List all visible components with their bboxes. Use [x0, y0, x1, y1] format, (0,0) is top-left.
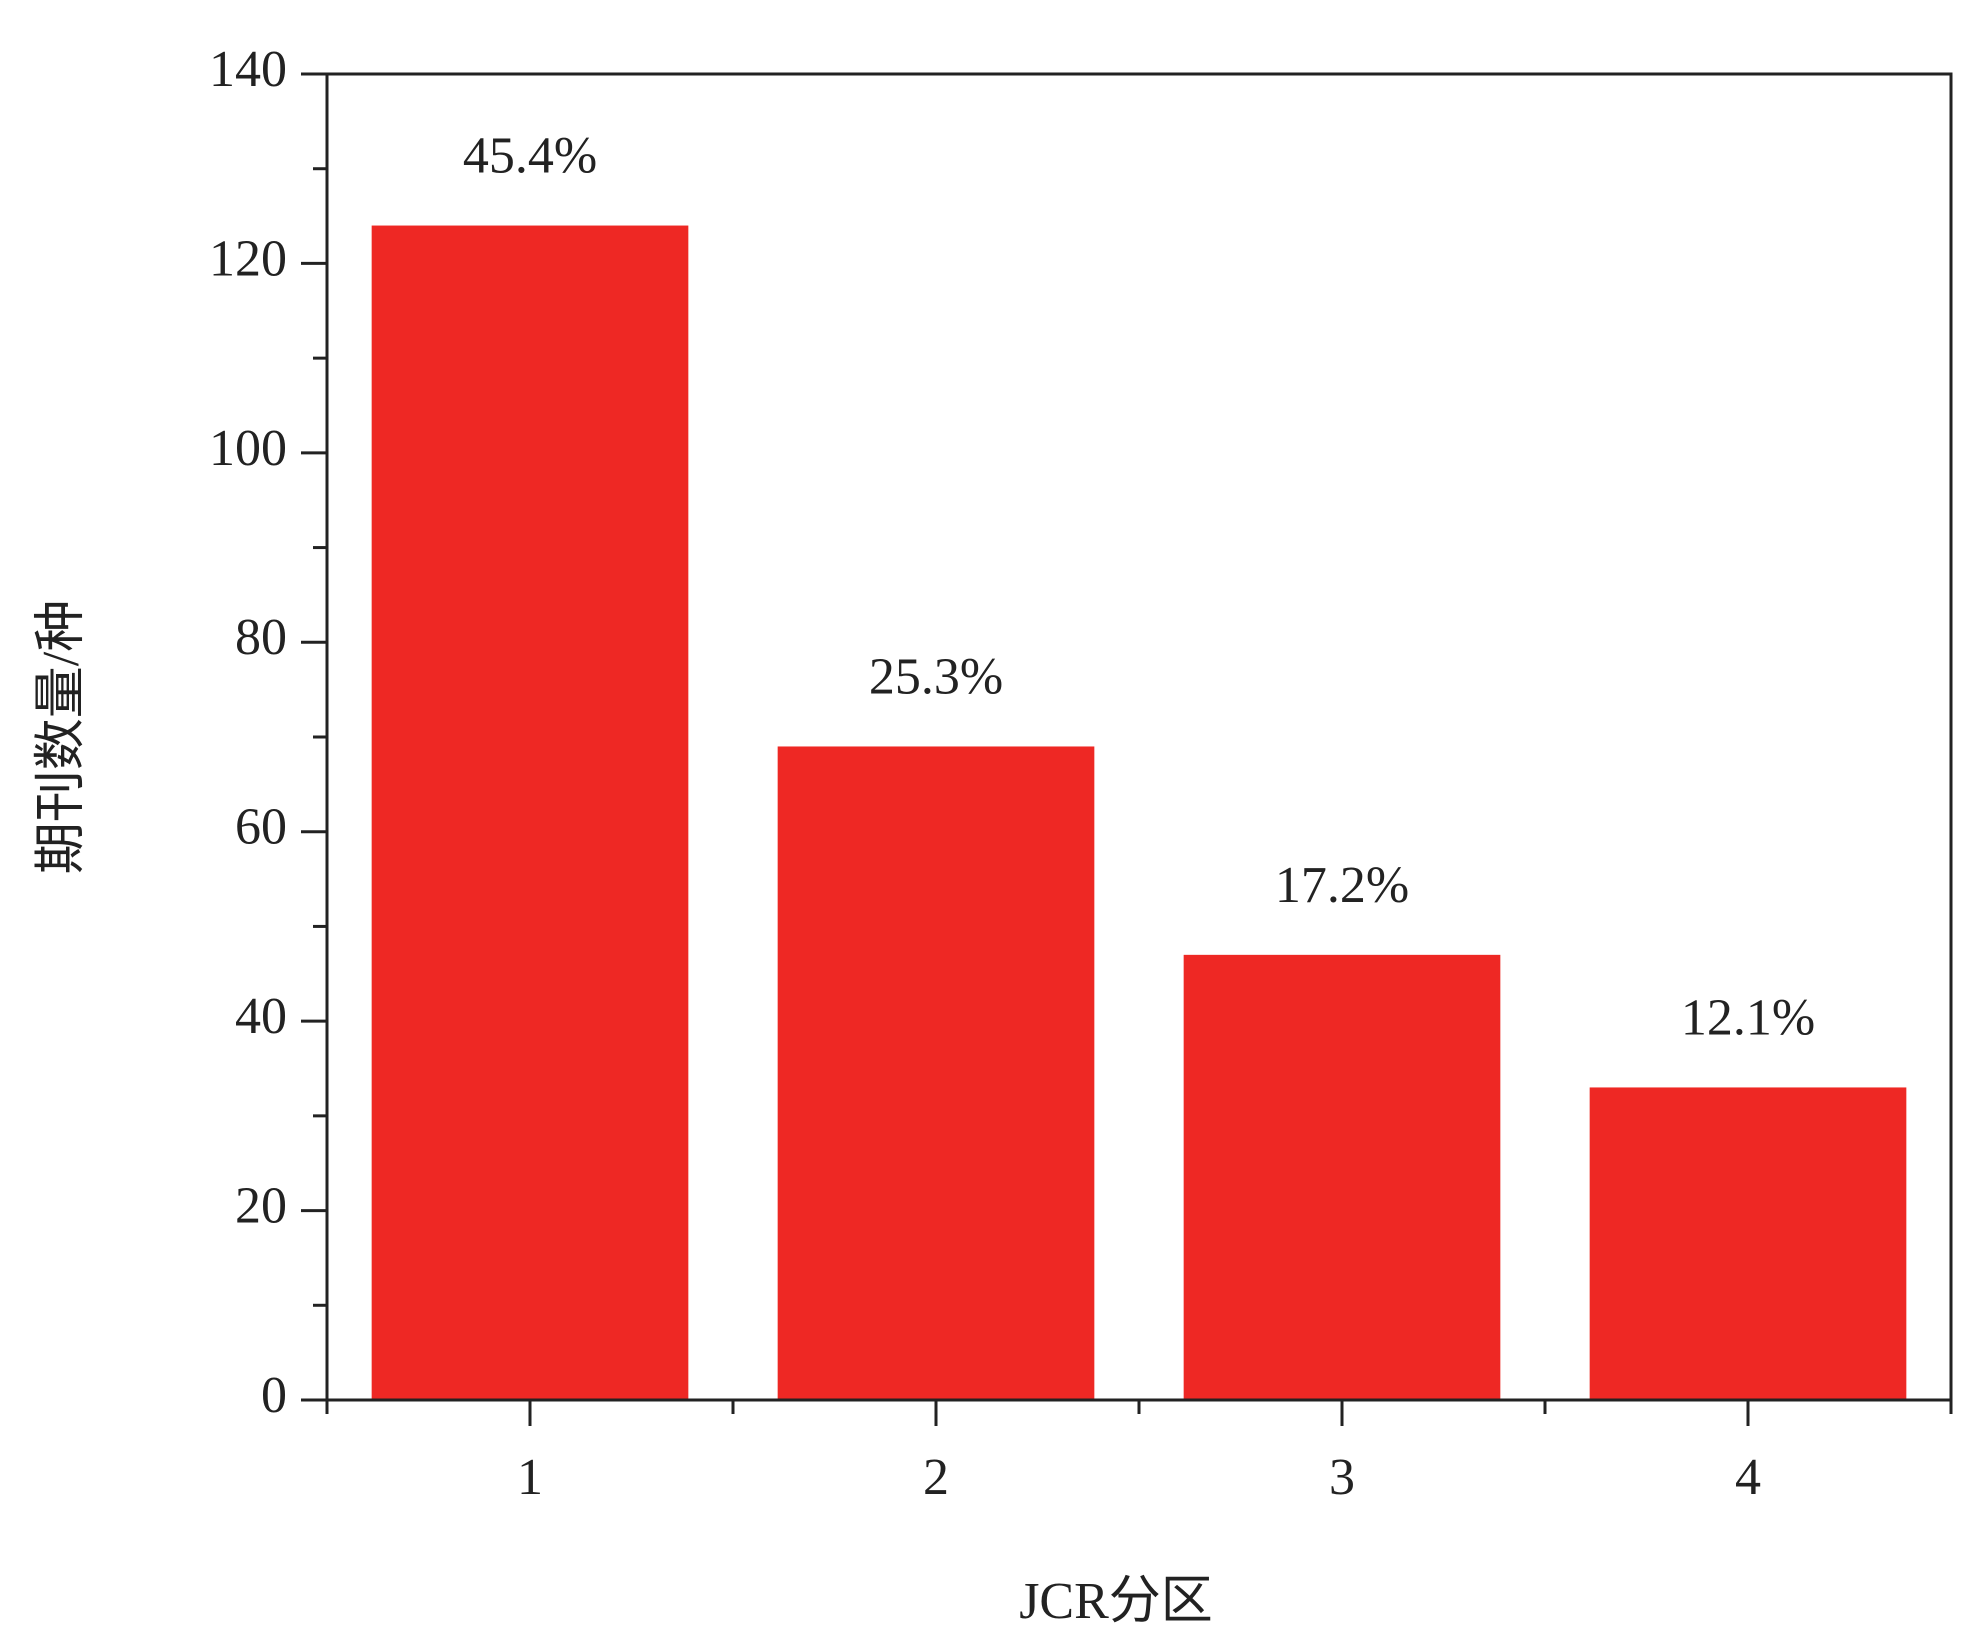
bar-annotation: 25.3% — [869, 648, 1003, 705]
bar-annotation: 17.2% — [1275, 857, 1409, 914]
y-tick-label: 140 — [209, 41, 287, 98]
bar — [1183, 954, 1501, 1400]
y-tick-label: 20 — [235, 1178, 287, 1235]
x-tick-label: 4 — [1735, 1449, 1761, 1506]
y-tick-label: 40 — [235, 988, 287, 1045]
x-tick-label: 1 — [517, 1449, 543, 1506]
y-tick-label: 80 — [235, 609, 287, 666]
y-tick-label: 0 — [261, 1367, 287, 1424]
x-tick-label: 2 — [923, 1449, 949, 1506]
y-tick-label: 120 — [209, 230, 287, 287]
bar-annotation: 12.1% — [1681, 989, 1815, 1046]
bar — [371, 225, 689, 1401]
bar — [777, 746, 1095, 1400]
y-tick-label: 60 — [235, 799, 287, 856]
x-axis-label: JCR分区 — [1019, 1573, 1213, 1630]
plot-frame — [325, 72, 1953, 1402]
y-tick-label: 100 — [209, 420, 287, 477]
y-axis-label: 期刊数量/种 — [33, 600, 90, 874]
bar — [1589, 1087, 1907, 1400]
x-tick-label: 3 — [1329, 1449, 1355, 1506]
bar-annotation: 45.4% — [463, 127, 597, 184]
